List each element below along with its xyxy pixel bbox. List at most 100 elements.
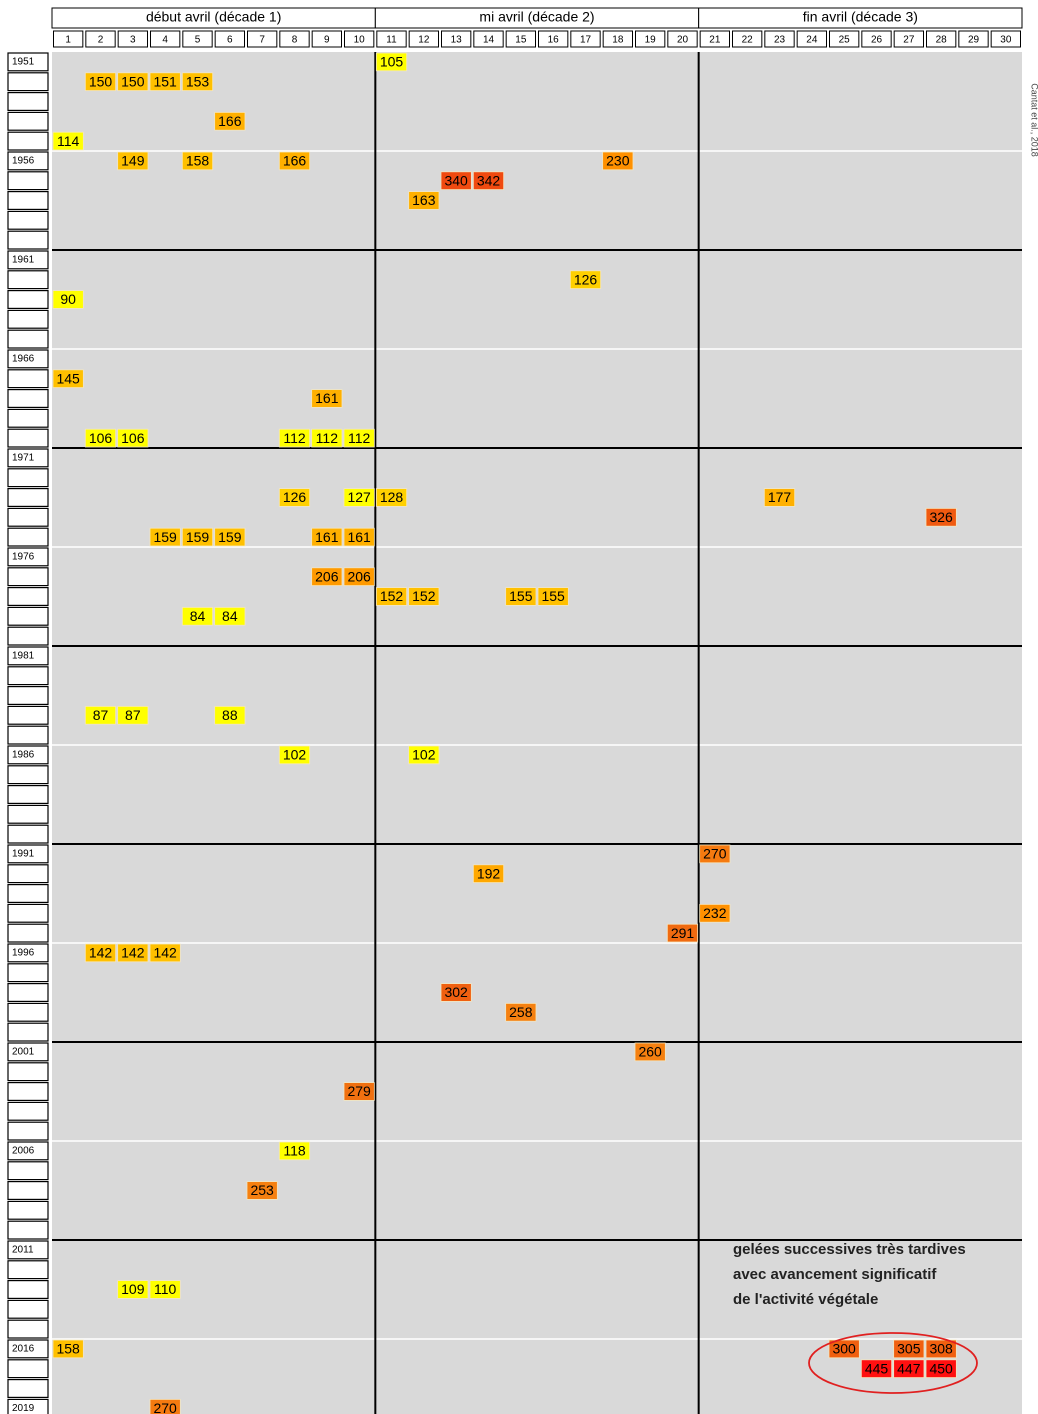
decade-label: mi avril (décade 2) (479, 9, 594, 25)
day-header (796, 30, 828, 48)
day-label: 17 (580, 35, 592, 46)
frost-value: 166 (218, 113, 242, 129)
year-box (7, 527, 49, 547)
day-label: 9 (324, 35, 330, 46)
frost-cell (343, 567, 375, 586)
frost-value: 84 (222, 608, 238, 624)
frost-value: 142 (153, 945, 177, 961)
frost-cell (828, 1339, 860, 1359)
frost-value: 326 (929, 509, 953, 525)
year-box (7, 844, 49, 864)
year-box (7, 349, 49, 369)
frost-value: 109 (121, 1281, 145, 1297)
frost-cell (925, 1339, 957, 1359)
frost-value: 105 (380, 54, 404, 70)
day-label: 7 (259, 35, 265, 46)
highlight-ellipse (808, 1332, 978, 1394)
year-box (7, 1180, 49, 1200)
frost-value: 87 (93, 707, 109, 723)
frost-value: 145 (56, 370, 80, 386)
frost-value: 118 (283, 1143, 306, 1159)
day-label: 25 (839, 35, 851, 46)
frost-value: 152 (380, 588, 404, 604)
frost-value: 159 (153, 529, 177, 545)
frost-value: 253 (250, 1182, 274, 1198)
frost-cell (375, 52, 408, 72)
frost-value: 270 (153, 1400, 177, 1414)
frost-cell (343, 428, 375, 448)
frost-cell (925, 1359, 957, 1379)
frost-value: 158 (56, 1341, 80, 1357)
frost-cell (408, 191, 440, 210)
frost-value: 159 (218, 529, 242, 545)
credit: Cantat et al., 2018 (1030, 83, 1038, 157)
year-box (7, 1220, 49, 1240)
frost-cell (84, 428, 117, 448)
year-box (7, 1279, 49, 1299)
year-box (7, 1378, 49, 1398)
frost-cell (343, 488, 375, 507)
frost-value: 230 (606, 153, 630, 169)
day-header (732, 30, 763, 48)
day-label: 27 (903, 35, 915, 46)
frost-cell (149, 72, 181, 92)
decade-label: début avril (décade 1) (146, 9, 281, 25)
frost-value: 161 (315, 529, 339, 545)
year-box (7, 111, 49, 131)
year-box (7, 923, 49, 943)
frost-value: 106 (121, 430, 145, 446)
year-label: 2006 (12, 1146, 35, 1157)
day-label: 10 (354, 35, 366, 46)
day-label: 3 (130, 35, 136, 46)
frost-cell (569, 270, 602, 289)
frost-value: 291 (671, 925, 695, 941)
frost-value: 87 (125, 707, 141, 723)
frost-value: 126 (574, 271, 598, 287)
year-box (7, 606, 49, 626)
frost-cell (925, 507, 957, 527)
frost-value: 447 (897, 1360, 921, 1376)
frost-value: 90 (60, 291, 76, 307)
frost-value: 88 (222, 707, 238, 723)
frost-value: 305 (897, 1341, 921, 1357)
year-box (7, 725, 49, 745)
year-box (7, 91, 49, 111)
frost-value: 232 (703, 905, 727, 921)
frost-value: 106 (89, 430, 113, 446)
year-box (7, 1101, 49, 1121)
frost-cell (505, 1003, 537, 1022)
frost-value: 153 (186, 73, 210, 89)
frost-cell (375, 587, 408, 606)
day-header (893, 30, 925, 48)
year-box (7, 666, 49, 686)
year-box (7, 72, 49, 92)
plot-background (52, 52, 1022, 1414)
day-label: 4 (162, 35, 168, 46)
frost-cell (505, 587, 537, 606)
frost-value: 155 (509, 588, 533, 604)
day-label: 30 (1000, 35, 1012, 46)
day-header (505, 30, 536, 48)
day-header (311, 30, 342, 48)
day-label: 14 (483, 35, 495, 46)
day-header (376, 30, 407, 48)
day-header (570, 30, 601, 48)
year-label: 1956 (12, 156, 35, 167)
frost-value: 445 (865, 1360, 889, 1376)
frost-cell (117, 1280, 149, 1299)
day-label: 22 (742, 35, 754, 46)
year-box (7, 1339, 49, 1359)
day-header (182, 30, 213, 48)
day-label: 29 (968, 35, 980, 46)
year-box (7, 1398, 49, 1414)
frost-cell (52, 131, 84, 151)
frost-value: 142 (89, 945, 113, 961)
decade-label: fin avril (décade 3) (803, 9, 918, 25)
frost-value: 308 (929, 1341, 953, 1357)
frost-value: 112 (316, 430, 339, 446)
day-header (602, 30, 634, 48)
frost-cell (214, 706, 246, 725)
year-label: 1991 (12, 849, 35, 860)
year-label: 1996 (12, 948, 35, 959)
annotation: gelées successives très tardives (733, 1241, 966, 1258)
